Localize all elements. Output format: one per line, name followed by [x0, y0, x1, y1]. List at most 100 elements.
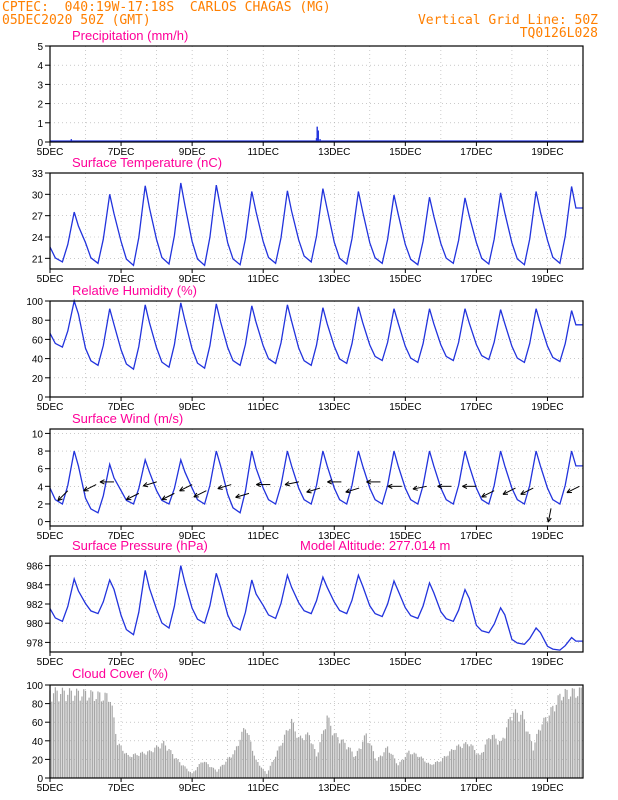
y-tick-label: 0	[37, 774, 43, 785]
y-tick-label: 1	[37, 119, 43, 130]
y-tick-label: 20	[32, 755, 44, 766]
x-tick-label: 17DEC	[460, 783, 492, 794]
wind-arrowhead	[235, 493, 241, 499]
x-tick-label: 13DEC	[318, 274, 350, 285]
wind-vector	[502, 487, 516, 495]
wind-arrowhead	[345, 488, 351, 494]
x-tick-label: 15DEC	[389, 783, 421, 794]
y-tick-label: 982	[26, 600, 43, 611]
wind-vector	[547, 508, 552, 523]
x-tick-label: 11DEC	[247, 657, 279, 668]
x-tick-label: 17DEC	[460, 402, 492, 413]
wind-arrowhead	[256, 481, 262, 488]
wind-vector	[57, 490, 69, 501]
y-tick-label: 2	[37, 100, 43, 111]
series-line	[49, 182, 583, 267]
y-tick-label: 6	[37, 465, 43, 476]
x-tick-label: 13DEC	[318, 531, 350, 542]
x-tick-label: 15DEC	[389, 531, 421, 542]
x-tick-label: 7DEC	[108, 147, 135, 158]
panel-title: Cloud Cover (%)	[72, 666, 168, 681]
x-tick-label: 17DEC	[460, 274, 492, 285]
wind-arrowhead	[99, 479, 105, 485]
wind-arrowhead	[306, 488, 312, 494]
y-tick-label: 100	[26, 681, 43, 692]
y-tick-label: 984	[26, 581, 43, 592]
x-tick-label: 13DEC	[318, 402, 350, 413]
y-tick-label: 33	[32, 169, 44, 180]
y-tick-label: 980	[26, 619, 43, 630]
x-tick-label: 11DEC	[247, 402, 279, 413]
x-tick-label: 9DEC	[179, 531, 206, 542]
y-tick-label: 4	[37, 61, 43, 72]
y-tick-label: 27	[32, 212, 44, 223]
wind-vector	[345, 487, 360, 493]
wind-arrowhead	[462, 483, 468, 489]
header-grid-note: Vertical Grid Line: 50Z	[417, 13, 598, 28]
wind-vector	[306, 487, 321, 493]
x-tick-label: 17DEC	[460, 147, 492, 158]
wind-arrowhead	[193, 492, 199, 498]
wind-arrowhead	[125, 495, 132, 501]
x-tick-label: 9DEC	[179, 402, 206, 413]
panel-title: Precipitation (mm/h)	[72, 28, 188, 43]
wind-arrowhead	[520, 490, 526, 495]
wind-arrowhead	[327, 479, 333, 485]
wind-arrowhead	[387, 483, 393, 489]
wind-arrowhead	[437, 483, 443, 489]
x-tick-label: 17DEC	[460, 531, 492, 542]
x-tick-label: 11DEC	[247, 147, 279, 158]
wind-vector	[83, 484, 97, 492]
y-tick-label: 978	[26, 638, 43, 649]
y-tick-label: 60	[32, 335, 44, 346]
panel-frame	[49, 172, 584, 270]
panel-title: Surface Wind (m/s)	[72, 411, 183, 426]
x-tick-label: 5DEC	[37, 657, 64, 668]
wind-vector	[193, 490, 207, 498]
wind-vector	[179, 484, 193, 492]
wind-vector	[143, 481, 157, 487]
panel-subtitle: Model Altitude: 277.014 m	[300, 538, 450, 553]
x-tick-label: 9DEC	[179, 274, 206, 285]
y-tick-label: 10	[32, 429, 44, 440]
wind-vector	[412, 485, 427, 490]
x-tick-label: 11DEC	[247, 783, 279, 794]
x-tick-label: 11DEC	[247, 531, 279, 542]
y-tick-label: 4	[37, 482, 43, 493]
y-tick-label: 0	[37, 518, 43, 529]
wind-vector	[161, 492, 175, 501]
y-tick-label: 40	[32, 355, 44, 366]
wind-arrowhead	[284, 481, 290, 487]
x-tick-label: 17DEC	[460, 657, 492, 668]
x-tick-label: 5DEC	[37, 147, 64, 158]
x-tick-label: 15DEC	[389, 274, 421, 285]
y-tick-label: 0	[37, 138, 43, 149]
wind-arrowhead	[546, 517, 552, 523]
wind-arrowhead	[412, 485, 418, 491]
wind-vector	[481, 490, 495, 498]
x-tick-label: 5DEC	[37, 274, 64, 285]
series-line	[49, 450, 583, 514]
wind-arrowhead	[142, 482, 149, 488]
x-tick-label: 15DEC	[389, 657, 421, 668]
panel-frame	[49, 45, 584, 143]
y-tick-label: 80	[32, 316, 44, 327]
x-tick-label: 9DEC	[179, 147, 206, 158]
x-tick-label: 19DEC	[531, 531, 563, 542]
x-tick-label: 11DEC	[247, 274, 279, 285]
y-tick-label: 24	[32, 233, 44, 244]
x-tick-label: 19DEC	[531, 657, 563, 668]
wind-vector	[566, 485, 580, 494]
wind-arrowhead	[566, 488, 572, 494]
y-tick-label: 30	[32, 190, 44, 201]
y-tick-label: 21	[32, 254, 44, 265]
wind-arrowhead	[217, 484, 223, 490]
x-tick-label: 13DEC	[318, 657, 350, 668]
y-tick-label: 986	[26, 562, 43, 573]
wind-arrowhead	[481, 492, 487, 498]
x-tick-label: 5DEC	[37, 402, 64, 413]
x-tick-label: 5DEC	[37, 531, 64, 542]
x-tick-label: 7DEC	[108, 783, 135, 794]
y-tick-label: 80	[32, 700, 44, 711]
panel-title: Relative Humidity (%)	[72, 283, 197, 298]
